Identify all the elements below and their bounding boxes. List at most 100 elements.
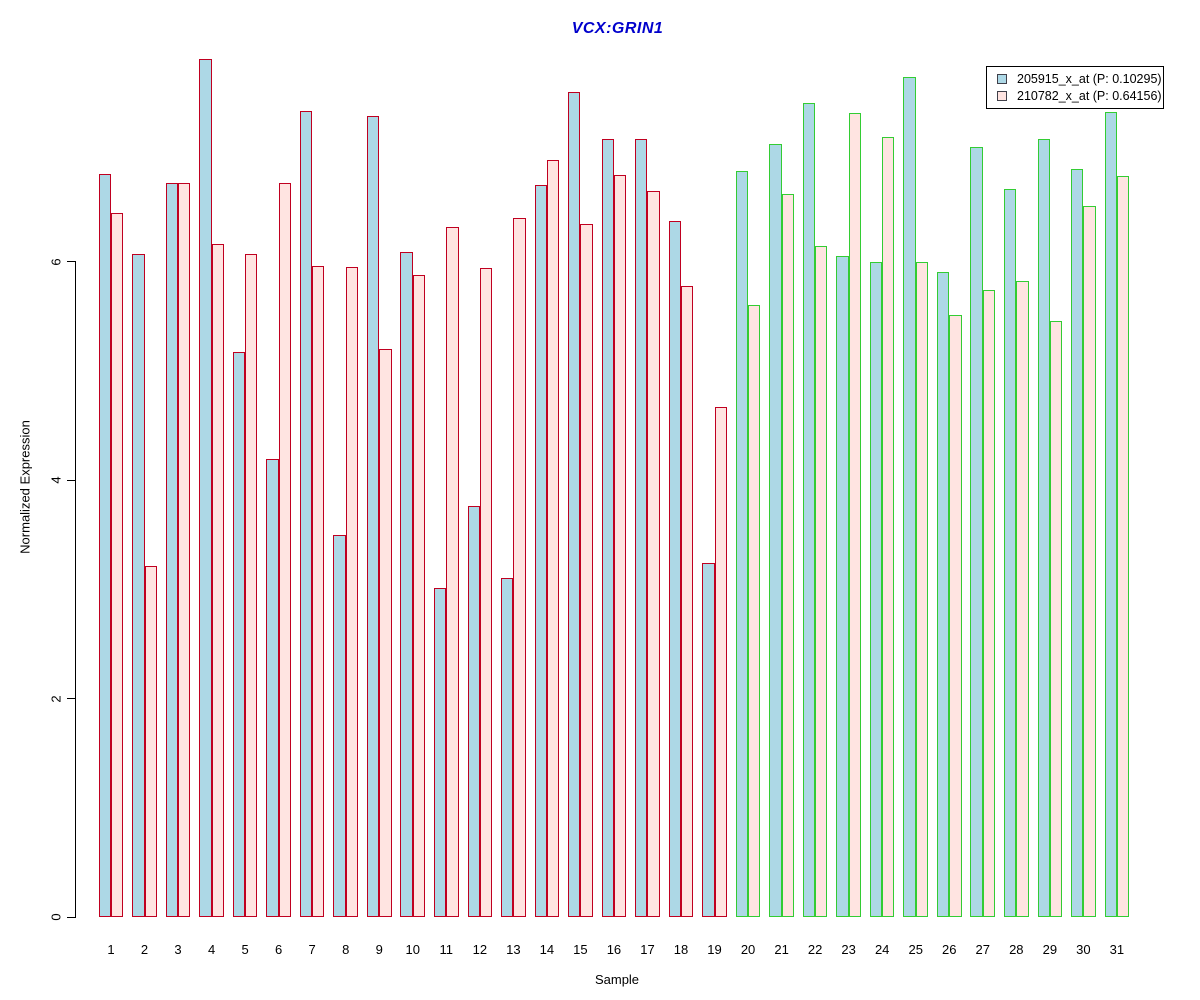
x-tick-label-18: 18 <box>673 942 689 957</box>
bar-sample-19-series-1 <box>702 563 715 917</box>
x-tick-label-22: 22 <box>807 942 823 957</box>
bar-sample-23-series-2 <box>848 112 861 917</box>
bar-sample-22-series-1 <box>802 103 816 917</box>
legend-box: 205915_x_at (P: 0.10295) 210782_x_at (P: … <box>986 66 1164 109</box>
bar-sample-4-series-1 <box>199 59 212 917</box>
bar-sample-13-series-2 <box>513 217 526 917</box>
y-tick-mark-4 <box>67 479 75 481</box>
x-tick-label-28: 28 <box>1009 942 1024 957</box>
bar-sample-15-series-2 <box>580 224 593 917</box>
x-tick-label-29: 29 <box>1042 942 1058 957</box>
bar-sample-30-series-1 <box>1071 168 1084 917</box>
bar-sample-5-series-2 <box>245 253 258 917</box>
y-axis-line <box>75 261 76 918</box>
bar-sample-25-series-2 <box>915 261 929 917</box>
x-tick-label-17: 17 <box>640 942 655 957</box>
bar-sample-29-series-1 <box>1037 139 1050 917</box>
x-tick-label-27: 27 <box>975 942 990 957</box>
bar-sample-10-series-2 <box>412 274 426 917</box>
bar-sample-10-series-1 <box>400 251 413 917</box>
bar-sample-22-series-2 <box>815 246 828 917</box>
bar-sample-28-series-2 <box>1016 281 1029 917</box>
y-tick-mark-2 <box>67 698 75 699</box>
x-tick-label-14: 14 <box>539 942 555 957</box>
x-tick-label-9: 9 <box>375 942 383 957</box>
bar-sample-13-series-1 <box>501 578 514 917</box>
bar-sample-9-series-2 <box>379 348 392 917</box>
bar-sample-25-series-1 <box>903 76 916 917</box>
bar-sample-1-series-1 <box>98 174 111 917</box>
bar-sample-17-series-1 <box>635 139 648 917</box>
bar-sample-30-series-2 <box>1083 205 1096 917</box>
x-tick-label-13: 13 <box>506 942 521 957</box>
bar-sample-9-series-1 <box>366 116 380 917</box>
bar-sample-18-series-1 <box>668 221 681 917</box>
bar-sample-31-series-2 <box>1116 176 1130 917</box>
bar-sample-3-series-1 <box>165 182 179 917</box>
legend-swatch-icon <box>997 90 1007 101</box>
x-tick-label-3: 3 <box>174 942 182 957</box>
bar-sample-2-series-1 <box>132 253 145 917</box>
bar-sample-21-series-2 <box>781 193 794 917</box>
y-tick-label-2: 2 <box>48 694 64 703</box>
bar-sample-7-series-2 <box>312 265 325 917</box>
bar-sample-15-series-1 <box>568 92 581 917</box>
x-tick-label-2: 2 <box>140 942 149 957</box>
bar-sample-11-series-1 <box>434 588 447 917</box>
chart-title: VCX:GRIN1 <box>571 20 664 37</box>
y-tick-mark-0 <box>67 916 75 918</box>
bar-sample-29-series-2 <box>1049 320 1063 917</box>
bar-sample-4-series-2 <box>211 244 224 917</box>
legend-swatch-icon <box>997 74 1007 85</box>
x-tick-label-23: 23 <box>841 942 856 957</box>
legend-label: 205915_x_at (P: 0.10295) <box>1017 72 1162 87</box>
bar-sample-12-series-1 <box>467 506 480 917</box>
bar-sample-17-series-2 <box>647 190 660 917</box>
x-tick-label-20: 20 <box>740 942 756 957</box>
x-tick-label-15: 15 <box>573 942 588 957</box>
bar-sample-3-series-2 <box>178 182 191 917</box>
bar-sample-23-series-1 <box>836 256 849 917</box>
bar-sample-27-series-2 <box>982 289 996 917</box>
x-tick-label-25: 25 <box>908 942 923 957</box>
x-tick-label-11: 11 <box>439 942 454 957</box>
bar-sample-31-series-1 <box>1104 111 1117 917</box>
bar-sample-20-series-1 <box>735 170 749 917</box>
x-tick-label-5: 5 <box>241 942 249 957</box>
y-tick-label-0: 0 <box>48 913 64 921</box>
x-tick-label-7: 7 <box>308 942 316 957</box>
x-tick-label-6: 6 <box>275 942 283 957</box>
bar-sample-27-series-1 <box>970 146 983 917</box>
x-tick-label-21: 21 <box>774 942 789 957</box>
bar-sample-28-series-1 <box>1004 189 1017 917</box>
bar-sample-8-series-2 <box>345 267 358 917</box>
x-tick-label-8: 8 <box>342 942 350 957</box>
bar-sample-16-series-1 <box>601 139 614 917</box>
bar-sample-26-series-1 <box>936 272 950 917</box>
x-tick-label-30: 30 <box>1076 942 1091 957</box>
bar-sample-2-series-2 <box>144 566 157 917</box>
y-tick-mark-6 <box>67 261 75 262</box>
x-tick-label-24: 24 <box>874 942 890 957</box>
bar-sample-5-series-1 <box>232 352 246 917</box>
x-tick-label-12: 12 <box>472 942 488 957</box>
x-axis-title: Sample <box>594 972 640 987</box>
legend-entry-1: 205915_x_at (P: 0.10295) <box>997 71 1162 88</box>
bar-sample-6-series-2 <box>278 182 291 917</box>
bar-sample-12-series-2 <box>479 268 493 917</box>
bar-sample-8-series-1 <box>333 534 346 917</box>
bar-sample-19-series-2 <box>714 406 727 917</box>
x-tick-label-4: 4 <box>207 942 216 957</box>
bar-sample-14-series-2 <box>546 159 560 917</box>
bar-sample-7-series-1 <box>299 110 313 917</box>
x-tick-label-31: 31 <box>1109 942 1125 957</box>
x-tick-label-26: 26 <box>942 942 957 957</box>
x-tick-label-16: 16 <box>606 942 622 957</box>
bar-sample-24-series-2 <box>882 137 895 917</box>
bar-sample-14-series-1 <box>534 185 547 917</box>
bar-sample-24-series-1 <box>869 261 883 917</box>
bar-sample-11-series-2 <box>446 226 459 917</box>
bar-sample-20-series-2 <box>748 305 761 917</box>
legend-label: 210782_x_at (P: 0.64156) <box>1017 88 1162 103</box>
